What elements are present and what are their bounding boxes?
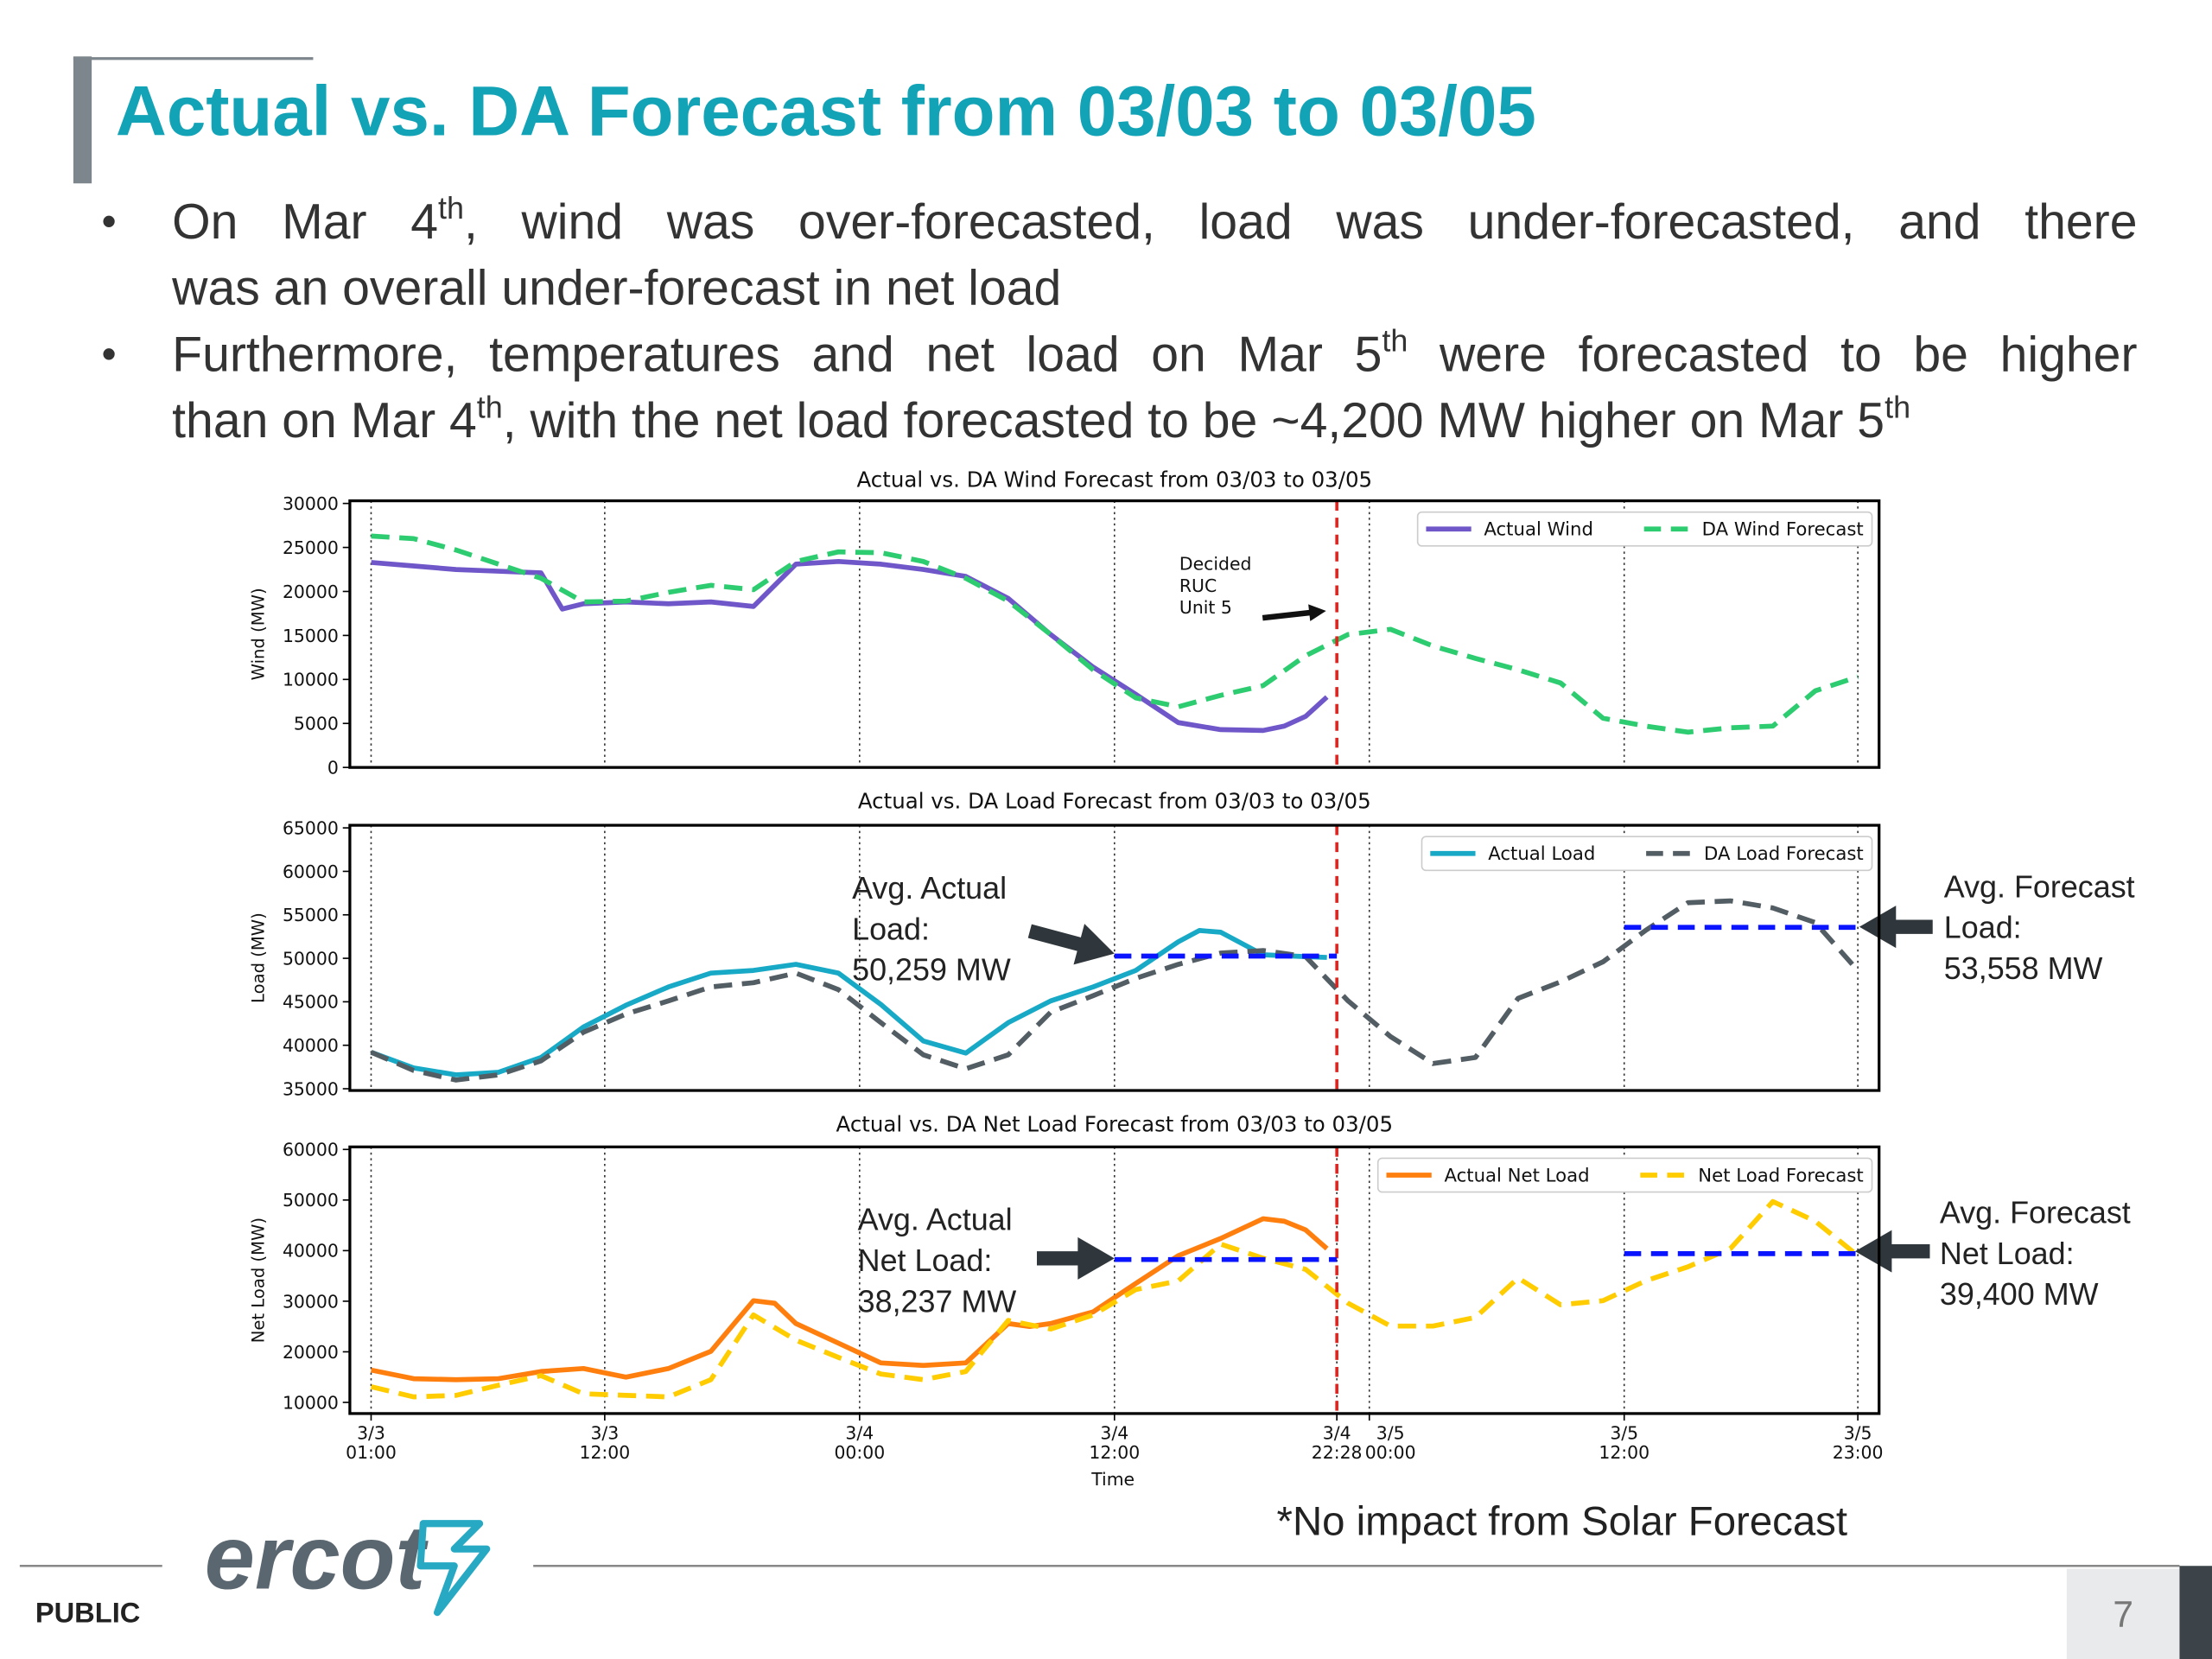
y-tick-label: 10000 <box>283 1392 339 1413</box>
y-tick-label: 40000 <box>283 1035 339 1056</box>
y-tick-label: 15000 <box>283 626 339 646</box>
chart-title: Actual vs. DA Load Forecast from 03/03 t… <box>858 789 1371 814</box>
y-axis-label: Load (MW) <box>248 912 268 1003</box>
legend-label: Actual Wind <box>1484 519 1593 541</box>
logo-mark <box>416 1520 491 1617</box>
text-run: were forecasted to be higher <box>1408 327 2138 383</box>
y-tick-label: 65000 <box>283 817 339 838</box>
y-tick-label: 20000 <box>283 582 339 602</box>
legend: Actual Wind DA Wind Forecast <box>1416 511 1873 547</box>
series-line <box>370 928 1327 1077</box>
x-tick-label: 3/4 12:00 <box>1089 1422 1140 1463</box>
text-run: , with the net load forecasted to be ~4,… <box>502 393 1885 449</box>
y-tick-label: 5000 <box>294 714 339 734</box>
y-tick-label: 40000 <box>283 1241 339 1262</box>
y-tick-label: 55000 <box>283 905 339 925</box>
text-run: than on Mar 4 <box>172 393 477 449</box>
y-tick-label: 50000 <box>283 1190 339 1211</box>
y-tick-label: 50000 <box>283 948 339 969</box>
superscript: th <box>437 190 464 226</box>
text-run: was an overall under-forecast in net loa… <box>172 261 1062 316</box>
average-label: Avg. Forecast Load: 53,558 MW <box>1944 868 2135 986</box>
superscript: th <box>1885 389 1911 425</box>
footnote: *No impact from Solar Forecast <box>1276 1499 1847 1545</box>
x-tick-label: 3/4 22:28 <box>1312 1422 1363 1463</box>
legend-label: DA Load Forecast <box>1704 843 1864 865</box>
average-label: Avg. Actual Load: 50,259 MW <box>852 870 1011 988</box>
series-line <box>370 1216 1329 1382</box>
y-tick-label: 30000 <box>283 493 339 514</box>
series-line <box>371 533 1859 735</box>
legend-label: Net Load Forecast <box>1698 1165 1863 1186</box>
annotation: Decided RUC Unit 5 <box>1179 554 1252 619</box>
y-tick-label: 0 <box>327 758 339 779</box>
plot-frame <box>348 823 1881 1092</box>
y-axis-label: Net Load (MW) <box>248 1217 268 1343</box>
y-axis-label: Wind (MW) <box>248 588 268 680</box>
text-run: Furthermore, temperatures and net load o… <box>172 327 1382 383</box>
series-line <box>370 1198 1859 1400</box>
bullet: • Furthermore, temperatures and net load … <box>102 321 2138 454</box>
page-bar <box>2179 1566 2212 1659</box>
y-tick-label: 60000 <box>283 861 339 882</box>
slide-title: Actual vs. DA Forecast from 03/03 to 03/… <box>115 72 1536 151</box>
classification: PUBLIC <box>35 1598 141 1630</box>
plot-frame <box>348 499 1881 769</box>
y-tick-label: 45000 <box>283 992 339 1013</box>
average-label: Avg. Actual Net Load: 38,237 MW <box>858 1202 1017 1319</box>
legend-box <box>1376 1157 1873 1193</box>
bullet-line: than on Mar 4th, with the net load forec… <box>172 388 2137 454</box>
x-tick-label: 3/3 01:00 <box>346 1422 397 1463</box>
arrow <box>1037 1236 1115 1280</box>
bullet-dot: • <box>101 199 117 246</box>
text-run: On Mar 4 <box>172 194 438 250</box>
text-run: , wind was over-forecasted, load was und… <box>463 194 2138 250</box>
chart-title: Actual vs. DA Net Load Forecast from 03/… <box>836 1111 1394 1136</box>
x-tick-label: 3/5 23:00 <box>1833 1422 1884 1463</box>
bullet-line: On Mar 4th, wind was over-forecasted, lo… <box>172 189 2137 256</box>
bullet-line: was an overall under-forecast in net loa… <box>172 256 2137 322</box>
page-number: 7 <box>2066 1568 2180 1659</box>
chart-title: Actual vs. DA Wind Forecast from 03/03 t… <box>856 467 1372 492</box>
y-tick-label: 10000 <box>283 670 339 690</box>
average-label: Avg. Forecast Net Load: 39,400 MW <box>1940 1195 2131 1313</box>
legend-label: DA Wind Forecast <box>1702 519 1864 541</box>
superscript: th <box>1382 322 1408 359</box>
y-tick-label: 20000 <box>283 1342 339 1363</box>
bullet-dot: • <box>101 331 117 378</box>
logo: ercot <box>205 1507 429 1608</box>
y-tick-label: 25000 <box>283 537 339 558</box>
series-line <box>370 898 1860 1083</box>
y-tick-label: 35000 <box>283 1078 339 1099</box>
plot-frame <box>348 1145 1881 1415</box>
y-tick-label: 30000 <box>283 1291 339 1312</box>
superscript: th <box>476 389 503 425</box>
bullet-line: Furthermore, temperatures and net load o… <box>172 321 2137 388</box>
legend-label: Actual Net Load <box>1444 1165 1589 1186</box>
x-tick-label: 3/3 12:00 <box>579 1422 630 1463</box>
legend: Actual Load DA Load Forecast <box>1421 836 1873 872</box>
legend: Actual Net Load Net Load Forecast <box>1376 1157 1873 1193</box>
x-tick-label: 3/4 00:00 <box>834 1422 885 1463</box>
arrow <box>1262 604 1326 621</box>
x-tick-label: 3/5 00:00 <box>1365 1422 1416 1463</box>
x-axis-label: Time <box>1090 1469 1135 1490</box>
legend-label: Actual Load <box>1488 843 1595 865</box>
bullet: • On Mar 4th, wind was over-forecasted, l… <box>102 189 2138 322</box>
title-bar <box>73 56 92 184</box>
x-tick-label: 3/5 12:00 <box>1599 1422 1649 1463</box>
arrow <box>1027 924 1115 965</box>
y-tick-label: 60000 <box>283 1140 339 1160</box>
arrow <box>1854 1230 1930 1273</box>
